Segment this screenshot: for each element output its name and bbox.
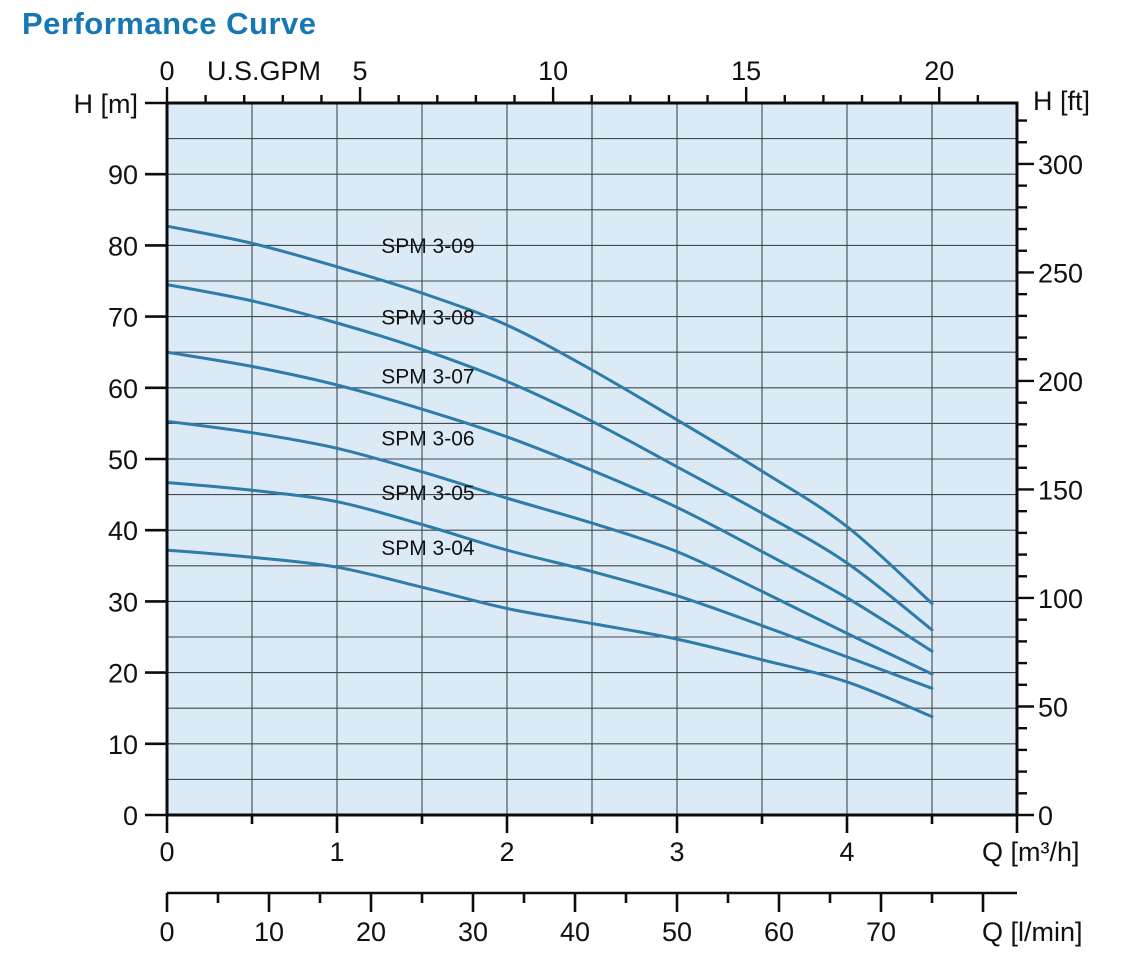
curve-label-spm-3-05: SPM 3-05 (381, 482, 474, 505)
top-axis-labels: 0 5 10 15 20 U.S.GPM (159, 56, 954, 86)
pump-curves (165, 224, 934, 719)
h-m-tick-label: 10 (108, 730, 138, 760)
bottom-axis-q-m3h (165, 815, 1019, 833)
page-title: Performance Curve (22, 6, 317, 41)
pump-curve-spm-3-06 (165, 419, 934, 676)
h-m-tick-label: 50 (108, 445, 138, 475)
right-axis-unit-label: H [ft] (1033, 86, 1090, 116)
q-lmin-tick-label: 30 (458, 917, 488, 947)
gpm-tick-label: 5 (353, 56, 368, 86)
lmin-axis-unit-label: Q [l/min] (982, 917, 1083, 947)
right-axis-h-ft (1017, 119, 1034, 817)
curve-label-spm-3-09: SPM 3-09 (381, 235, 474, 258)
top-axis-unit-label: U.S.GPM (207, 56, 321, 86)
h-m-tick-label: 0 (123, 801, 138, 831)
lmin-axis-labels: 0 10 20 30 40 50 60 70 Q [l/min] (159, 917, 1082, 947)
right-axis-labels: 0 50 100 150 200 250 300 H [ft] (1033, 86, 1090, 831)
gpm-tick-label: 15 (731, 56, 761, 86)
h-m-tick-label: 80 (108, 231, 138, 261)
h-m-tick-label: 60 (108, 374, 138, 404)
curve-label-spm-3-06: SPM 3-06 (381, 427, 474, 450)
curve-label-spm-3-08: SPM 3-08 (381, 306, 474, 329)
bottom-axis-labels: 0 1 2 3 4 Q [m³/h] (159, 837, 1079, 867)
q-lmin-tick-label: 50 (662, 917, 692, 947)
h-ft-tick-label: 200 (1038, 367, 1083, 397)
q-m3h-tick-label: 0 (159, 837, 174, 867)
q-m3h-tick-label: 2 (499, 837, 514, 867)
q-m3h-tick-label: 3 (669, 837, 684, 867)
h-ft-tick-label: 300 (1038, 150, 1083, 180)
grid-lines (167, 103, 1017, 815)
gpm-tick-label: 0 (159, 56, 174, 86)
pump-curve-spm-3-08 (165, 283, 934, 632)
left-axis-h-m (145, 101, 167, 817)
q-m3h-tick-label: 1 (329, 837, 344, 867)
h-ft-tick-label: 50 (1038, 692, 1068, 722)
left-axis-unit-label: H [m] (74, 89, 139, 119)
h-ft-tick-label: 0 (1038, 801, 1053, 831)
pump-curve-spm-3-09 (165, 224, 934, 605)
bottom-axis-unit-label: Q [m³/h] (982, 837, 1080, 867)
h-m-tick-label: 70 (108, 303, 138, 333)
curve-label-spm-3-07: SPM 3-07 (381, 365, 474, 388)
h-ft-tick-label: 100 (1038, 584, 1083, 614)
q-lmin-tick-label: 20 (356, 917, 386, 947)
h-m-tick-label: 30 (108, 587, 138, 617)
curve-label-spm-3-04: SPM 3-04 (381, 537, 475, 560)
q-lmin-tick-label: 70 (866, 917, 896, 947)
h-m-tick-label: 40 (108, 516, 138, 546)
gpm-tick-label: 10 (538, 56, 568, 86)
q-lmin-tick-label: 10 (254, 917, 284, 947)
q-lmin-tick-label: 60 (764, 917, 794, 947)
gpm-tick-label: 20 (924, 56, 954, 86)
h-m-tick-label: 90 (108, 160, 138, 190)
pump-curve-spm-3-04 (165, 548, 934, 719)
curve-labels: SPM 3-09 SPM 3-08 SPM 3-07 SPM 3-06 SPM 3-05… (381, 235, 475, 560)
left-axis-labels: 0 10 20 30 40 50 60 70 80 90 H [m] (74, 89, 139, 831)
q-lmin-tick-label: 0 (159, 917, 174, 947)
pump-curve-spm-3-05 (165, 481, 934, 690)
pump-curve-spm-3-07 (165, 350, 934, 653)
q-m3h-tick-label: 4 (839, 837, 854, 867)
h-m-tick-label: 20 (108, 659, 138, 689)
h-ft-tick-label: 150 (1038, 475, 1083, 505)
lmin-axis (165, 891, 1017, 912)
h-ft-tick-label: 250 (1038, 258, 1083, 288)
q-lmin-tick-label: 40 (560, 917, 590, 947)
top-axis-us-gpm (165, 87, 980, 103)
